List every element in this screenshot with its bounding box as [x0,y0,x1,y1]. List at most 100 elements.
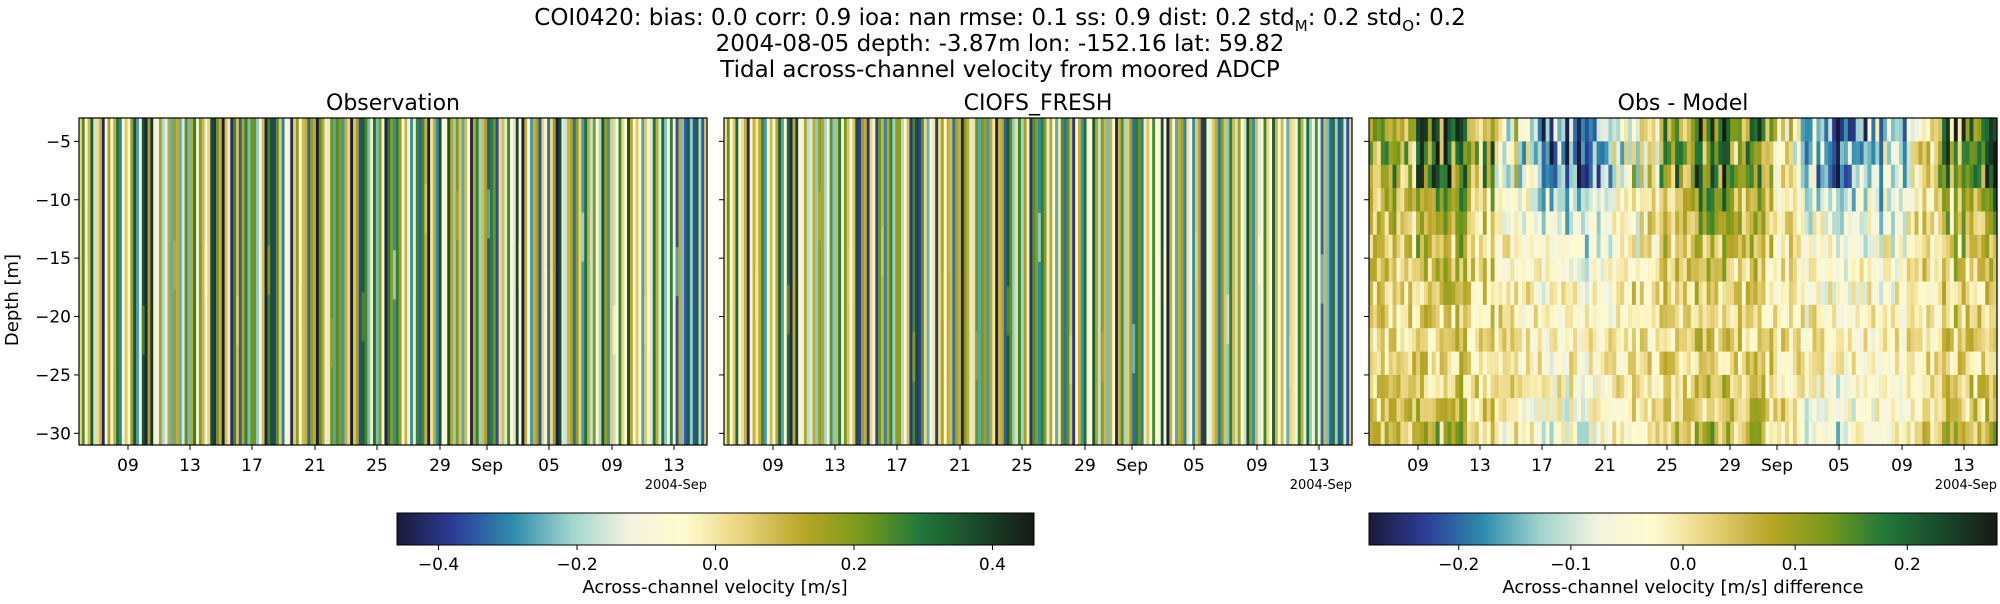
heatmap-cell [1392,328,1398,353]
heatmap-column [1038,118,1042,445]
heatmap-cell [1894,304,1900,329]
heatmap-cell [1471,164,1476,189]
heatmap-cell [1753,398,1759,423]
heatmap-cell [1545,351,1551,376]
heatmap-cell [1639,118,1645,142]
heatmap-cell [1545,141,1551,166]
heatmap-cell [1871,328,1876,353]
heatmap-column [301,118,306,445]
heatmap-cell [1427,328,1433,353]
heatmap-column [1029,118,1033,445]
heatmap-cell [1973,188,1978,213]
heatmap-cell [1655,421,1661,446]
heatmap-cell [1773,118,1778,142]
heatmap-cell [1408,421,1413,446]
heatmap-cell [1694,351,1700,376]
heatmap-cell [1478,304,1484,329]
heatmap-cell [1451,328,1456,353]
heatmap-cell [1592,281,1598,306]
heatmap-cell [1474,258,1480,283]
heatmap-cell [1435,258,1441,283]
heatmap-cell [612,305,617,355]
heatmap-column [952,118,956,445]
heatmap-cell [1902,188,1908,213]
heatmap-cell [1812,328,1818,353]
heatmap-cell [1891,141,1896,166]
heatmap-cell [1569,258,1574,283]
heatmap-cell [1569,281,1574,306]
heatmap-cell [1635,211,1641,236]
heatmap-column [207,118,211,445]
heatmap-cell [1392,281,1398,306]
heatmap-cell [1694,328,1700,353]
heatmap-cell [1871,188,1876,213]
heatmap-column [681,118,685,445]
heatmap-column [1269,118,1273,445]
heatmap-cell [1726,188,1731,213]
x-tick-label: 05 [1828,456,1850,476]
heatmap-cell [1686,141,1692,166]
heatmap-column [1272,118,1276,445]
heatmap-cell [1474,234,1480,259]
heatmap-cell [1694,211,1700,236]
heatmap-cell [1620,351,1625,376]
heatmap-cell [1592,328,1598,353]
heatmap-cell [1467,141,1472,166]
heatmap-cell [1985,188,1990,213]
heatmap-cell [1392,234,1398,259]
heatmap-cell [1977,304,1982,329]
heatmap-cell [1502,164,1507,189]
heatmap-column [1329,118,1333,445]
heatmap-cell [1953,328,1959,353]
heatmap-cell [1533,398,1539,423]
heatmap-cell [1537,374,1543,399]
heatmap-cell [1722,281,1727,306]
heatmap-cell [1643,398,1649,423]
heatmap-cell [1443,304,1449,329]
heatmap-cell [1620,304,1625,329]
heatmap-cell [1800,141,1806,166]
heatmap-cell [1910,258,1916,283]
heatmap-column [544,118,548,445]
heatmap-cell [1773,398,1778,423]
heatmap-column [347,118,351,445]
heatmap-cell [1463,351,1468,376]
heatmap-cell [1679,118,1684,142]
heatmap-cell [1722,328,1727,353]
heatmap-cell [1671,374,1676,399]
heatmap-cell [1647,234,1653,259]
heatmap-cell [1529,141,1535,166]
heatmap-cell [1969,164,1975,189]
heatmap-cell [1977,351,1982,376]
heatmap-cell [1624,188,1629,213]
heatmap-column [1075,118,1079,445]
heatmap-cell [1981,141,1986,166]
heatmap-cell [1737,351,1743,376]
heatmap-column [1337,118,1342,445]
heatmap-cell [1671,188,1676,213]
heatmap-cell [1836,328,1841,353]
heatmap-cell [1420,164,1425,189]
heatmap-cell [1510,304,1515,329]
heatmap-cell [1934,188,1939,213]
heatmap-cell [1498,421,1504,446]
heatmap-cell [1930,118,1935,142]
heatmap-cell [1663,281,1668,306]
heatmap-cell [1455,421,1460,446]
heatmap-cell [1643,211,1649,236]
heatmap-column [1040,118,1045,445]
heatmap-column [498,118,503,445]
heatmap-cell [1553,304,1558,329]
heatmap-cell [1478,421,1484,446]
heatmap-cell [1369,304,1374,329]
heatmap-cell [1808,258,1814,283]
heatmap-cell [1675,281,1680,306]
heatmap-cell [1474,398,1480,423]
heatmap-cell [1459,374,1464,399]
heatmap-cell [1840,234,1845,259]
heatmap-cell [1561,141,1566,166]
heatmap-cell [1494,281,1500,306]
heatmap-cell [1887,304,1892,329]
heatmap-cell [1427,141,1433,166]
heatmap-cell [1953,398,1959,423]
